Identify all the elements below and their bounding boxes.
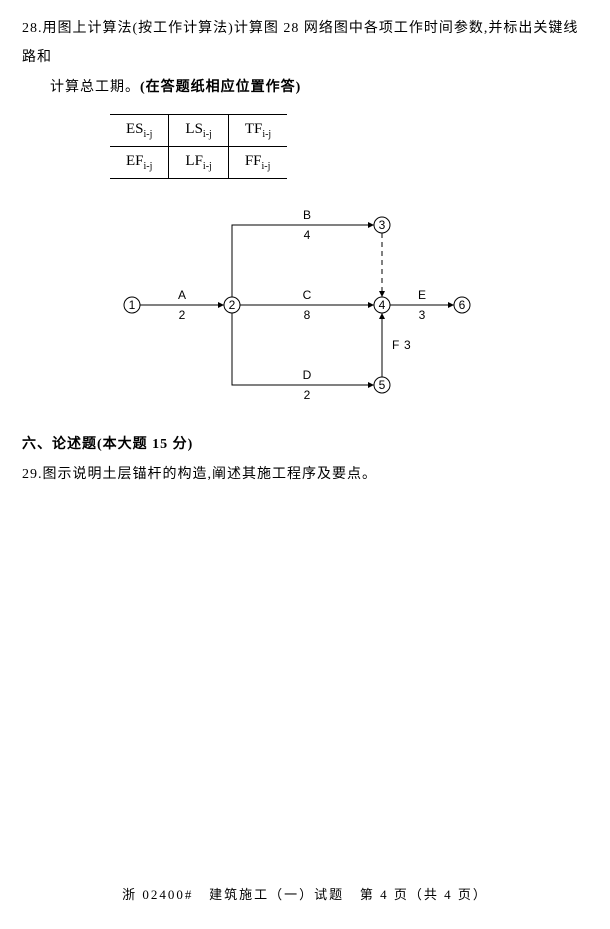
section-6-heading: 六、论述题(本大题 15 分) [22, 430, 588, 459]
q28-number: 28. [22, 21, 43, 36]
question-28-line2: 计算总工期。(在答题纸相应位置作答) [22, 73, 588, 102]
svg-text:3: 3 [379, 218, 386, 232]
svg-text:F: F [392, 338, 399, 352]
q28-text1: 用图上计算法(按工作计算法)计算图 28 网络图中各项工作时间参数,并标出关键线… [22, 21, 578, 65]
q28-note: (在答题纸相应位置作答) [140, 80, 301, 95]
svg-text:4: 4 [304, 228, 311, 242]
svg-text:8: 8 [304, 308, 311, 322]
svg-text:1: 1 [129, 298, 136, 312]
svg-text:D: D [303, 368, 312, 382]
table-row: EFi-j LFi-j FFi-j [110, 147, 287, 179]
svg-text:4: 4 [379, 298, 386, 312]
cell-ff: FFi-j [228, 147, 287, 179]
q29-text: 图示说明土层锚杆的构造,阐述其施工程序及要点。 [43, 467, 378, 482]
svg-text:B: B [303, 208, 311, 222]
footer-code: 浙 02400# [122, 887, 193, 902]
footer-page: 第 4 页（共 4 页） [360, 887, 488, 902]
parameter-table: ESi-j LSi-j TFi-j EFi-j LFi-j FFi-j [110, 114, 287, 179]
svg-text:A: A [178, 288, 186, 302]
svg-text:5: 5 [379, 378, 386, 392]
cell-ls: LSi-j [169, 115, 228, 147]
svg-text:6: 6 [459, 298, 466, 312]
question-28-line1: 28.用图上计算法(按工作计算法)计算图 28 网络图中各项工作时间参数,并标出… [22, 14, 588, 73]
cell-ef: EFi-j [110, 147, 169, 179]
svg-text:3: 3 [404, 338, 411, 352]
page-footer: 浙 02400# 建筑施工（一）试题 第 4 页（共 4 页） [0, 884, 610, 903]
cell-lf: LFi-j [169, 147, 228, 179]
svg-text:2: 2 [304, 388, 311, 402]
cell-tf: TFi-j [228, 115, 287, 147]
question-29: 29.图示说明土层锚杆的构造,阐述其施工程序及要点。 [22, 460, 588, 489]
network-diagram: A2B4C8D2F3E3123456 [22, 185, 588, 420]
q28-text2: 计算总工期。 [50, 80, 140, 95]
cell-es: ESi-j [110, 115, 169, 147]
svg-text:C: C [303, 288, 312, 302]
svg-text:E: E [418, 288, 426, 302]
network-svg: A2B4C8D2F3E3123456 [22, 185, 542, 415]
q29-number: 29. [22, 467, 43, 482]
svg-text:2: 2 [179, 308, 186, 322]
footer-title: 建筑施工（一）试题 [209, 887, 344, 902]
svg-text:3: 3 [419, 308, 426, 322]
svg-text:2: 2 [229, 298, 236, 312]
table-row: ESi-j LSi-j TFi-j [110, 115, 287, 147]
